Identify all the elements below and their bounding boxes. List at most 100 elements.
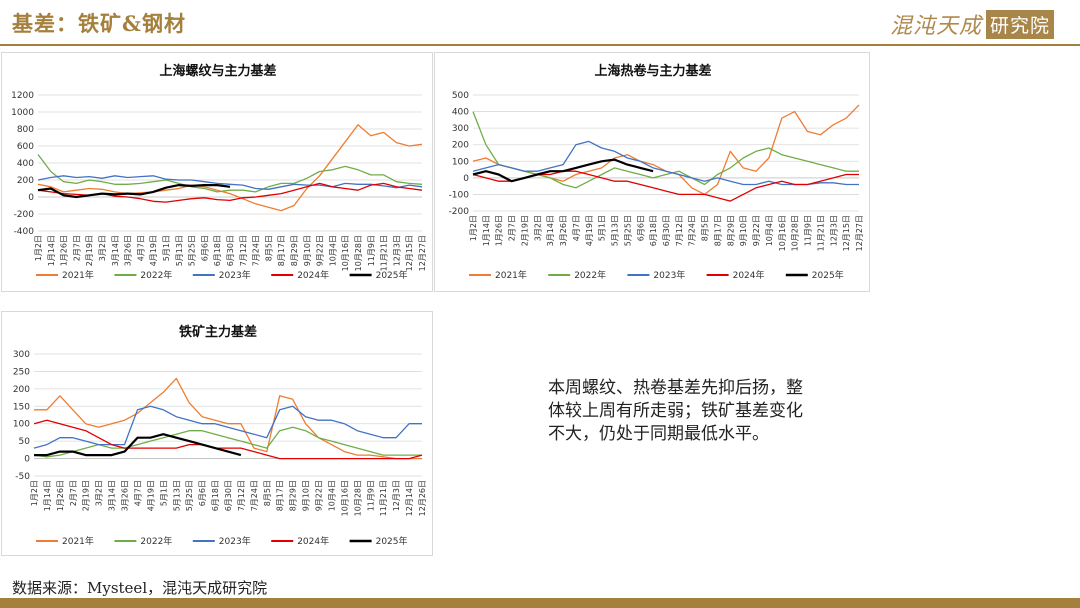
x-tick-label: 5月25日 bbox=[185, 480, 194, 511]
x-tick-label: 10月16日 bbox=[340, 480, 349, 516]
x-tick-label: 1月2日 bbox=[30, 480, 39, 506]
x-tick-label: 12月14日 bbox=[405, 480, 414, 516]
x-tick-label: 12月15日 bbox=[842, 215, 851, 251]
x-tick-label: 10月28日 bbox=[791, 215, 800, 251]
x-tick-label: 1月26日 bbox=[56, 480, 65, 511]
x-tick-label: 4月19日 bbox=[149, 235, 158, 266]
series-line-2021 bbox=[472, 104, 860, 196]
x-tick-label: 11月9日 bbox=[367, 235, 376, 266]
x-tick-label: 6月6日 bbox=[636, 215, 645, 241]
x-tick-label: 6月6日 bbox=[198, 480, 207, 506]
x-tick-label: 6月30日 bbox=[662, 215, 671, 246]
series-line-2024 bbox=[33, 419, 423, 460]
x-tick-label: 3月26日 bbox=[121, 480, 130, 511]
footer-bar bbox=[0, 598, 1080, 608]
legend-label: 2021年 bbox=[62, 535, 94, 547]
y-tick-label: 300 bbox=[452, 124, 469, 134]
chart-title: 铁矿主力基差 bbox=[178, 324, 257, 340]
x-tick-label: 11月21日 bbox=[380, 235, 389, 271]
chart-hrc-svg: 上海热卷与主力基差 -200 -100 0 100 200 300 400 500 1月2日 1月1… bbox=[449, 63, 864, 281]
y-tick-label: -200 bbox=[14, 210, 35, 220]
x-tick-label: 6月18日 bbox=[213, 235, 222, 266]
x-tick-label: 10月16日 bbox=[341, 235, 350, 271]
x-tick-label: 6月18日 bbox=[211, 480, 220, 511]
x-tick-label: 7月12日 bbox=[239, 235, 248, 266]
x-tick-label: 3月2日 bbox=[95, 480, 104, 506]
x-tick-label: 2月7日 bbox=[69, 480, 78, 506]
legend-label: 2024年 bbox=[297, 269, 329, 281]
x-tick-label: 1月14日 bbox=[47, 235, 56, 266]
x-tick-label: 2月19日 bbox=[85, 235, 94, 266]
y-tick-label: 150 bbox=[13, 402, 30, 412]
x-tick-label: 5月13日 bbox=[175, 235, 184, 266]
y-tick-label: 200 bbox=[452, 141, 469, 151]
x-tick-label: 5月13日 bbox=[172, 480, 181, 511]
x-tick-label: 9月22日 bbox=[316, 235, 325, 266]
x-tick-label: 8月5日 bbox=[264, 235, 273, 261]
x-tick-label: 4月19日 bbox=[146, 480, 155, 511]
x-tick-label: 3月2日 bbox=[98, 235, 107, 261]
x-tick-label: 9月10日 bbox=[302, 480, 311, 511]
x-tick-label: 10月28日 bbox=[354, 235, 363, 271]
y-tick-label: 200 bbox=[17, 176, 34, 186]
x-tick-label: 1月2日 bbox=[469, 215, 478, 241]
header-divider bbox=[0, 44, 1080, 46]
y-tick-label: -400 bbox=[14, 227, 35, 237]
legend-label: 2025年 bbox=[376, 535, 408, 547]
x-tick-label: 5月25日 bbox=[623, 215, 632, 246]
x-tick-label: 11月9日 bbox=[804, 215, 813, 246]
x-tick-label: 10月4日 bbox=[328, 235, 337, 266]
x-tick-label: 9月10日 bbox=[739, 215, 748, 246]
x-tick-label: 3月2日 bbox=[533, 215, 542, 241]
x-tick-label: 10月16日 bbox=[778, 215, 787, 251]
legend-label: 2023年 bbox=[219, 269, 251, 281]
y-tick-label: 300 bbox=[13, 350, 30, 360]
series-line-2021 bbox=[37, 124, 423, 212]
y-tick-label: -200 bbox=[449, 207, 470, 217]
y-tick-label: 0 bbox=[24, 455, 30, 465]
series-line-2023 bbox=[33, 405, 422, 449]
x-tick-label: 12月3日 bbox=[392, 480, 401, 511]
commentary-text: 本周螺纹、热卷基差先抑后扬，整体较上周有所走弱；铁矿基差变化不大，仍处于同期最低… bbox=[548, 378, 803, 444]
x-tick-label: 11月9日 bbox=[366, 480, 375, 511]
x-tick-label: 3月14日 bbox=[108, 480, 117, 511]
legend-label: 2021年 bbox=[62, 269, 94, 281]
y-tick-label: 1000 bbox=[11, 108, 34, 118]
x-tick-label: 1月14日 bbox=[482, 215, 491, 246]
x-tick-label: 8月29日 bbox=[726, 215, 735, 246]
x-tick-label: 12月15日 bbox=[405, 235, 414, 271]
y-tick-label: 200 bbox=[13, 385, 30, 395]
brand-logo: 混沌天成 研究院 bbox=[890, 9, 1054, 39]
chart-panel-hrc: 上海热卷与主力基差 -200 -100 0 100 200 300 400 500 1月2日 1月1… bbox=[434, 52, 870, 292]
x-tick-label: 7月12日 bbox=[237, 480, 246, 511]
source-note: 数据来源：Mysteel，混沌天成研究院 bbox=[12, 579, 268, 597]
x-tick-label: 5月1日 bbox=[598, 215, 607, 241]
x-tick-label: 10月4日 bbox=[327, 480, 336, 511]
legend-label: 2021年 bbox=[495, 269, 527, 281]
series-line-2025 bbox=[37, 184, 231, 199]
x-tick-label: 12月3日 bbox=[829, 215, 838, 246]
series-line-2025 bbox=[472, 158, 654, 183]
legend-label: 2022年 bbox=[140, 535, 172, 547]
chart-iron-ore-svg: 铁矿主力基差 -50 0 50 100 150 200 250 300 1月2日 1月14日 1月26… bbox=[13, 324, 427, 547]
x-tick-label: 11月21日 bbox=[379, 480, 388, 516]
chart-panel-iron-ore: 铁矿主力基差 -50 0 50 100 150 200 250 300 1月2日 1月14日 1月26… bbox=[1, 311, 433, 556]
series-line-2022 bbox=[37, 154, 423, 193]
x-tick-label: 8月17日 bbox=[713, 215, 722, 246]
x-tick-label: 4月7日 bbox=[133, 480, 142, 506]
y-tick-label: 800 bbox=[17, 125, 34, 135]
x-tick-label: 3月14日 bbox=[546, 215, 555, 246]
x-tick-label: 5月1日 bbox=[159, 480, 168, 506]
x-tick-label: 3月26日 bbox=[124, 235, 133, 266]
y-tick-label: 600 bbox=[17, 142, 34, 152]
chart-panel-rebar: 上海螺纹与主力基差 -400 -200 0 200 400 600 800 1000 1200 1月… bbox=[1, 52, 433, 292]
x-tick-label: 12月27日 bbox=[855, 215, 864, 251]
x-tick-label: 2月7日 bbox=[508, 215, 517, 241]
page-title: 基差：铁矿&钢材 bbox=[12, 11, 186, 36]
chart-rebar-svg: 上海螺纹与主力基差 -400 -200 0 200 400 600 800 1000 1200 1月… bbox=[11, 63, 427, 281]
x-tick-label: 2月19日 bbox=[520, 215, 529, 246]
chart-title: 上海热卷与主力基差 bbox=[594, 63, 711, 79]
x-tick-label: 8月17日 bbox=[276, 480, 285, 511]
series-line-2023 bbox=[37, 175, 423, 190]
legend-label: 2022年 bbox=[140, 269, 172, 281]
